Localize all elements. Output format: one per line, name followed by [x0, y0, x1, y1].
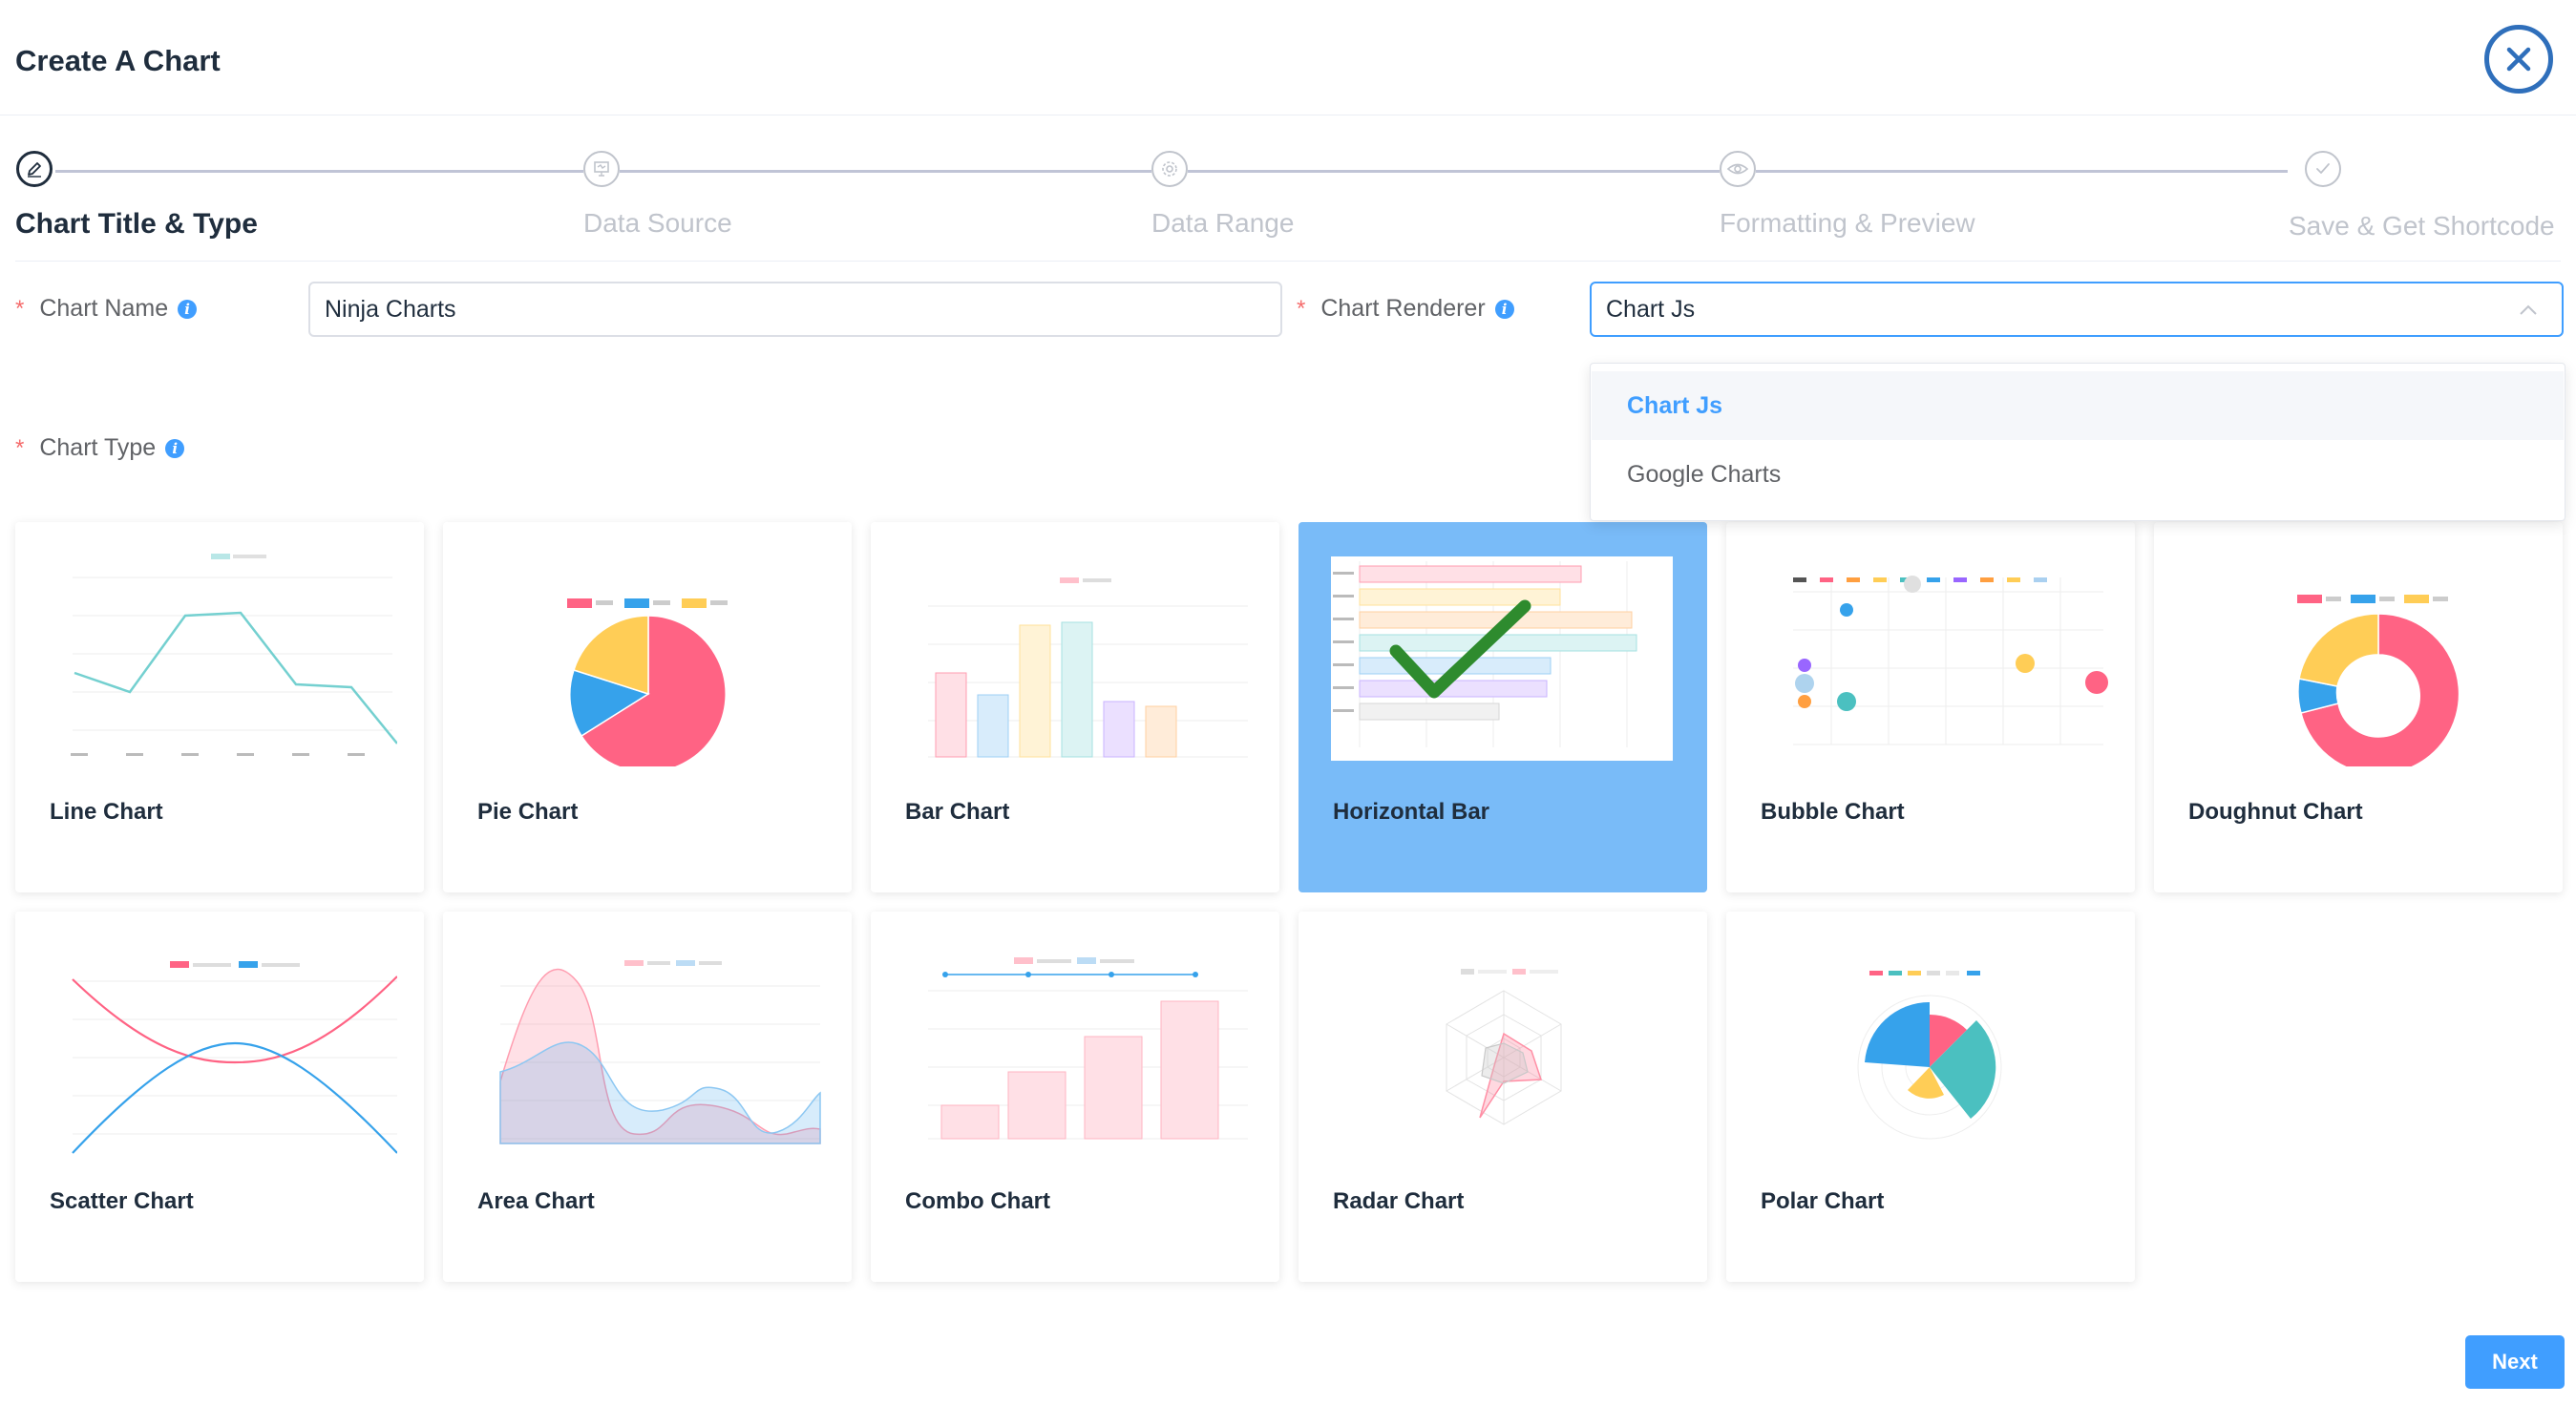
chart-type-label: Scatter Chart: [50, 1188, 194, 1214]
step-1-label[interactable]: Chart Title & Type: [15, 208, 258, 240]
chart-type-label: Line Chart: [50, 799, 163, 825]
info-icon[interactable]: i: [165, 438, 185, 458]
chart-renderer-label-text: Chart Renderer: [1320, 295, 1486, 322]
pie-chart-thumbnail: [567, 598, 728, 766]
chart-type-card-pie[interactable]: Pie Chart: [443, 522, 852, 892]
radar-chart-thumbnail: [1446, 969, 1562, 1125]
chart-name-value: Ninja Charts: [325, 295, 456, 323]
chart-type-card-bar[interactable]: Bar Chart: [871, 522, 1279, 892]
polar-chart-thumbnail: [1857, 971, 2002, 1140]
info-icon[interactable]: i: [1494, 299, 1514, 319]
chart-type-card-bubble[interactable]: Bubble Chart: [1726, 522, 2135, 892]
chart-type-label-text: Chart Type: [39, 434, 157, 461]
chart-type-label: Area Chart: [477, 1188, 595, 1214]
bubble-chart-thumbnail: [1793, 576, 2108, 745]
step-3-label[interactable]: Data Range: [1151, 208, 1295, 238]
renderer-option-google-charts[interactable]: Google Charts: [1627, 460, 1782, 488]
renderer-dropdown: Chart Js Google Charts: [1590, 363, 2565, 521]
chart-type-card-horizontal-bar[interactable]: Horizontal Bar: [1299, 522, 1707, 892]
step-connector: [1756, 170, 2288, 173]
required-asterisk: *: [15, 434, 25, 461]
bar-chart-thumbnail: [928, 577, 1248, 758]
stepper-divider: [15, 261, 2561, 262]
chart-type-card-radar[interactable]: Radar Chart: [1299, 912, 1707, 1282]
chart-type-label: Pie Chart: [477, 799, 579, 825]
page-title: Create A Chart: [15, 44, 221, 77]
chart-renderer-select[interactable]: Chart Js: [1590, 282, 2564, 337]
chevron-up-icon[interactable]: [2518, 301, 2539, 320]
chart-type-card-line[interactable]: Line Chart: [15, 522, 424, 892]
chart-renderer-label: * Chart Renderer i: [1297, 295, 1514, 323]
step-2-label[interactable]: Data Source: [583, 208, 732, 238]
chart-renderer-value: Chart Js: [1606, 295, 1696, 323]
doughnut-chart-thumbnail: [2297, 595, 2460, 766]
chart-type-card-combo[interactable]: Combo Chart: [871, 912, 1279, 1282]
step-connector: [1188, 170, 1720, 173]
required-asterisk: *: [15, 295, 25, 322]
chart-type-label: Radar Chart: [1333, 1188, 1465, 1214]
chart-type-label: Horizontal Bar: [1333, 799, 1490, 825]
chart-type-label: Bar Chart: [905, 799, 1010, 825]
step-4-label[interactable]: Formatting & Preview: [1720, 208, 1975, 238]
step-2-indicator[interactable]: [583, 151, 620, 187]
info-icon[interactable]: i: [178, 299, 198, 319]
step-3-indicator[interactable]: [1151, 151, 1188, 187]
next-button[interactable]: Next: [2465, 1335, 2565, 1389]
step-1-indicator[interactable]: [16, 151, 53, 187]
pencil-icon: [28, 162, 41, 178]
required-asterisk: *: [1297, 295, 1306, 322]
chart-type-card-doughnut[interactable]: Doughnut Chart: [2154, 522, 2563, 892]
chart-type-card-scatter[interactable]: Scatter Chart: [15, 912, 424, 1282]
check-icon: [2316, 163, 2330, 174]
chart-type-card-area[interactable]: Area Chart: [443, 912, 852, 1282]
chart-type-label: Combo Chart: [905, 1188, 1050, 1214]
chart-type-card-polar[interactable]: Polar Chart: [1726, 912, 2135, 1282]
close-icon: [2506, 47, 2531, 72]
renderer-option-chart-js[interactable]: Chart Js: [1592, 371, 2564, 440]
scatter-chart-thumbnail: [72, 961, 397, 1154]
checkmark-icon: [1389, 599, 1531, 699]
chart-name-label-text: Chart Name: [39, 295, 169, 322]
gear-icon: [1162, 161, 1177, 177]
step-5-label[interactable]: Save & Get Shortcode: [2289, 211, 2555, 241]
combo-chart-thumbnail: [928, 957, 1248, 1140]
chart-type-label: Doughnut Chart: [2188, 799, 2363, 825]
step-connector: [55, 170, 583, 173]
chart-name-input[interactable]: Ninja Charts: [308, 282, 1282, 337]
step-connector: [620, 170, 1151, 173]
close-button[interactable]: [2484, 25, 2553, 94]
chart-type-label: Bubble Chart: [1761, 799, 1905, 825]
step-4-indicator[interactable]: [1720, 151, 1756, 187]
eye-icon: [1726, 163, 1749, 175]
chart-type-label: * Chart Type i: [15, 434, 185, 462]
step-5-indicator[interactable]: [2305, 151, 2341, 187]
line-chart-thumbnail: [71, 554, 397, 756]
presentation-icon: [594, 161, 609, 177]
chart-type-label: Polar Chart: [1761, 1188, 1885, 1214]
area-chart-thumbnail: [499, 960, 821, 1144]
chart-name-label: * Chart Name i: [15, 295, 198, 323]
